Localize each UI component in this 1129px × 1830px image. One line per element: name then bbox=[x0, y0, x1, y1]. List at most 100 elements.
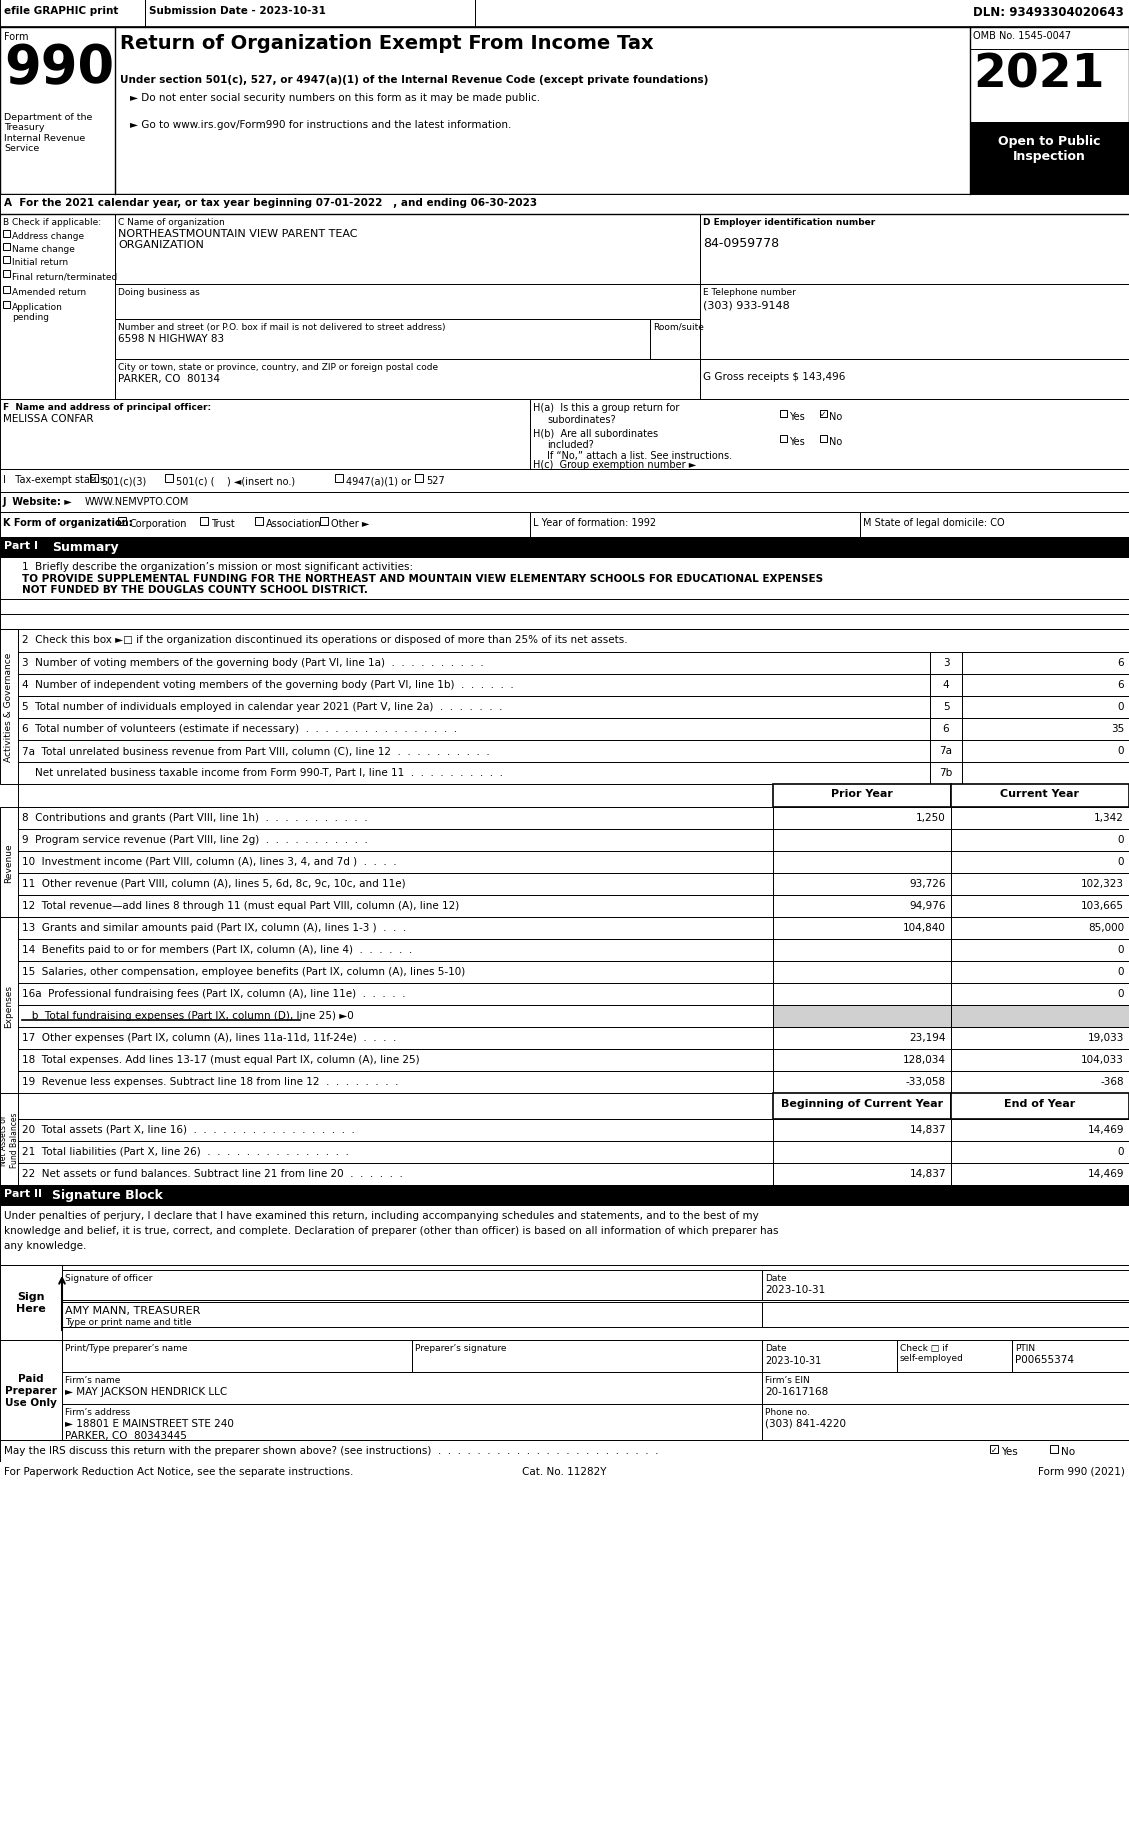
Bar bbox=[1050, 1446, 1058, 1453]
Text: Sign
Here: Sign Here bbox=[16, 1292, 46, 1314]
Text: Under penalties of perjury, I declare that I have examined this return, includin: Under penalties of perjury, I declare th… bbox=[5, 1210, 759, 1221]
Text: Activities & Governance: Activities & Governance bbox=[5, 653, 14, 761]
Text: Paid
Preparer
Use Only: Paid Preparer Use Only bbox=[5, 1374, 56, 1407]
Bar bbox=[320, 518, 329, 525]
Bar bbox=[3, 287, 10, 295]
Bar bbox=[0, 0, 145, 27]
Text: Yes: Yes bbox=[789, 437, 805, 447]
Bar bbox=[62, 1340, 412, 1372]
Bar bbox=[3, 271, 10, 278]
Text: Association: Association bbox=[266, 518, 322, 529]
Text: Part II: Part II bbox=[5, 1188, 42, 1199]
Bar bbox=[3, 231, 10, 238]
Text: 7a: 7a bbox=[939, 745, 953, 756]
Bar bbox=[780, 410, 787, 417]
Text: any knowledge.: any knowledge. bbox=[5, 1241, 87, 1250]
Bar bbox=[951, 1049, 1129, 1071]
Bar bbox=[762, 1372, 1129, 1404]
Bar bbox=[0, 194, 1129, 214]
Bar bbox=[951, 895, 1129, 917]
Text: Beginning of Current Year: Beginning of Current Year bbox=[781, 1098, 943, 1109]
Bar bbox=[951, 1005, 1129, 1027]
Bar bbox=[1012, 1340, 1129, 1372]
Text: End of Year: End of Year bbox=[1005, 1098, 1076, 1109]
Bar bbox=[62, 1372, 762, 1404]
Text: 6: 6 bbox=[1118, 679, 1124, 690]
Text: Name change: Name change bbox=[12, 245, 75, 254]
Bar bbox=[773, 829, 951, 851]
Text: 6  Total number of volunteers (estimate if necessary)  .  .  .  .  .  .  .  .  .: 6 Total number of volunteers (estimate i… bbox=[21, 723, 457, 734]
Text: NORTHEASTMOUNTAIN VIEW PARENT TEAC: NORTHEASTMOUNTAIN VIEW PARENT TEAC bbox=[119, 229, 358, 240]
Bar bbox=[951, 785, 1129, 807]
Bar bbox=[18, 1005, 773, 1027]
Text: M State of legal domicile: CO: M State of legal domicile: CO bbox=[863, 518, 1005, 527]
Bar bbox=[962, 741, 1129, 763]
Text: ✓: ✓ bbox=[90, 474, 97, 483]
Text: ✓: ✓ bbox=[821, 410, 826, 419]
Text: PARKER, CO  80343445: PARKER, CO 80343445 bbox=[65, 1431, 187, 1440]
Text: B Check if applicable:: B Check if applicable: bbox=[3, 218, 102, 227]
Bar bbox=[762, 1270, 1129, 1301]
Bar bbox=[773, 1005, 951, 1027]
Bar bbox=[115, 361, 700, 399]
Bar bbox=[530, 399, 1129, 470]
Text: Open to Public
Inspection: Open to Public Inspection bbox=[998, 135, 1101, 163]
Text: Firm’s address: Firm’s address bbox=[65, 1407, 130, 1416]
Text: F  Name and address of principal officer:: F Name and address of principal officer: bbox=[3, 403, 211, 412]
Bar bbox=[762, 1404, 1129, 1440]
Text: 84-0959778: 84-0959778 bbox=[703, 236, 779, 251]
Bar bbox=[930, 675, 962, 697]
Text: City or town, state or province, country, and ZIP or foreign postal code: City or town, state or province, country… bbox=[119, 362, 438, 371]
Text: 17  Other expenses (Part IX, column (A), lines 11a-11d, 11f-24e)  .  .  .  .: 17 Other expenses (Part IX, column (A), … bbox=[21, 1032, 396, 1043]
Bar bbox=[930, 741, 962, 763]
Bar bbox=[773, 785, 951, 807]
Bar bbox=[3, 243, 10, 251]
Text: 6: 6 bbox=[1118, 657, 1124, 668]
Bar bbox=[773, 1142, 951, 1164]
Text: Number and street (or P.O. box if mail is not delivered to street address): Number and street (or P.O. box if mail i… bbox=[119, 322, 446, 331]
Text: Date: Date bbox=[765, 1274, 787, 1283]
Text: knowledge and belief, it is true, correct, and complete. Declaration of preparer: knowledge and belief, it is true, correc… bbox=[5, 1226, 779, 1235]
Bar bbox=[18, 1049, 773, 1071]
Text: Initial return: Initial return bbox=[12, 258, 68, 267]
Text: 0: 0 bbox=[1118, 745, 1124, 756]
Bar bbox=[90, 474, 98, 483]
Bar bbox=[0, 27, 1129, 194]
Text: 102,323: 102,323 bbox=[1080, 878, 1124, 889]
Bar bbox=[951, 807, 1129, 829]
Text: Amended return: Amended return bbox=[12, 287, 86, 296]
Bar bbox=[962, 675, 1129, 697]
Text: OMB No. 1545-0047: OMB No. 1545-0047 bbox=[973, 31, 1071, 40]
Text: 12  Total revenue—add lines 8 through 11 (must equal Part VIII, column (A), line: 12 Total revenue—add lines 8 through 11 … bbox=[21, 900, 460, 911]
Text: 14  Benefits paid to or for members (Part IX, column (A), line 4)  .  .  .  .  .: 14 Benefits paid to or for members (Part… bbox=[21, 944, 412, 955]
Text: H(a)  Is this a group return for: H(a) Is this a group return for bbox=[533, 403, 680, 414]
Bar bbox=[415, 474, 423, 483]
Bar bbox=[18, 763, 930, 785]
Bar bbox=[18, 873, 773, 895]
Text: H(b)  Are all subordinates: H(b) Are all subordinates bbox=[533, 428, 658, 437]
Bar bbox=[773, 1164, 951, 1186]
Text: DLN: 93493304020643: DLN: 93493304020643 bbox=[973, 5, 1124, 18]
Text: May the IRS discuss this return with the preparer shown above? (see instructions: May the IRS discuss this return with the… bbox=[5, 1446, 658, 1455]
Bar bbox=[962, 719, 1129, 741]
Text: (303) 933-9148: (303) 933-9148 bbox=[703, 300, 790, 311]
Bar bbox=[780, 436, 787, 443]
Bar bbox=[773, 961, 951, 983]
Text: Return of Organization Exempt From Income Tax: Return of Organization Exempt From Incom… bbox=[120, 35, 654, 53]
Text: 0: 0 bbox=[1118, 701, 1124, 712]
Bar bbox=[115, 320, 650, 361]
Text: PARKER, CO  80134: PARKER, CO 80134 bbox=[119, 373, 220, 384]
Text: 2021: 2021 bbox=[973, 51, 1104, 97]
Text: 21  Total liabilities (Part X, line 26)  .  .  .  .  .  .  .  .  .  .  .  .  .  : 21 Total liabilities (Part X, line 26) .… bbox=[21, 1146, 349, 1157]
Text: 0: 0 bbox=[1118, 944, 1124, 955]
Text: 7a  Total unrelated business revenue from Part VIII, column (C), line 12  .  .  : 7a Total unrelated business revenue from… bbox=[21, 745, 490, 756]
Text: 85,000: 85,000 bbox=[1088, 922, 1124, 933]
Bar bbox=[165, 474, 173, 483]
Text: 2023-10-31: 2023-10-31 bbox=[765, 1285, 825, 1294]
Text: Application
pending: Application pending bbox=[12, 302, 63, 322]
Text: 104,840: 104,840 bbox=[903, 922, 946, 933]
Text: Net Assets or
Fund Balances: Net Assets or Fund Balances bbox=[0, 1111, 19, 1168]
Text: 6598 N HIGHWAY 83: 6598 N HIGHWAY 83 bbox=[119, 333, 225, 344]
Text: Date: Date bbox=[765, 1343, 787, 1352]
Bar bbox=[0, 1462, 1129, 1484]
